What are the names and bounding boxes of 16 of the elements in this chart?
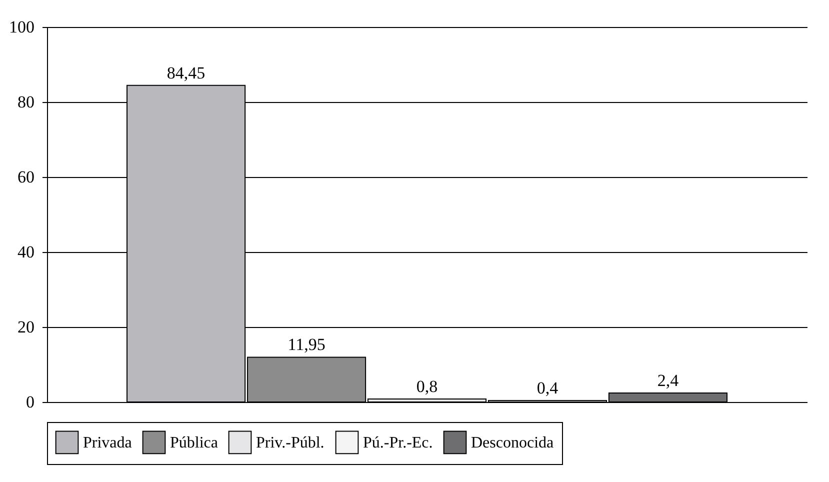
y-tick-label: 0	[26, 392, 34, 412]
y-tick-label: 20	[18, 318, 34, 336]
y-tick-label: 60	[18, 168, 34, 186]
y-tick-label: 80	[18, 92, 34, 112]
legend-label: Pú.-Pr.-Ec.	[363, 434, 433, 452]
legend-label: Pública	[170, 434, 218, 452]
data-label: 11,95	[288, 335, 326, 354]
legend-label: Privada	[83, 434, 132, 452]
legend-label: Priv.-Públ.	[256, 434, 324, 452]
data-label: 0,8	[416, 377, 438, 396]
data-label: 84,45	[166, 63, 206, 82]
data-label: 0,4	[536, 378, 559, 398]
y-tick-label: 40	[18, 242, 34, 262]
y-tick-label: 100	[9, 18, 34, 36]
data-label: 2,4	[657, 371, 680, 390]
legend-label: Desconocida	[471, 434, 554, 452]
